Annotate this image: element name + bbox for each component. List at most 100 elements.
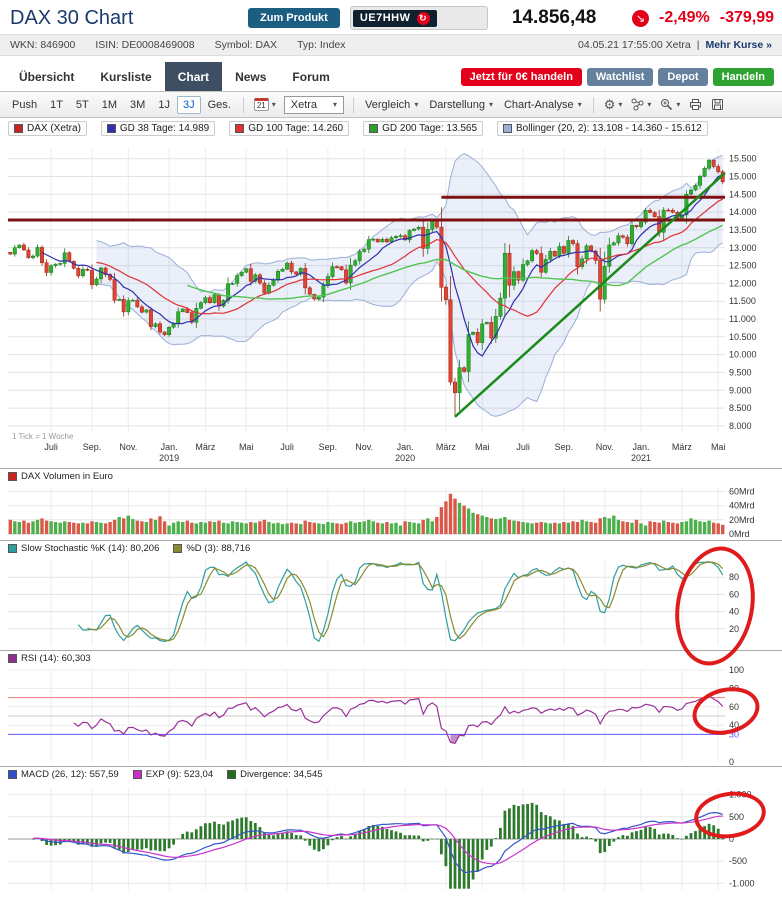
save-button[interactable] <box>707 96 728 113</box>
legend-label: %D (3): 88,716 <box>186 543 251 554</box>
exchange-select[interactable]: Xetra ▾ <box>283 95 345 114</box>
analysis-lines[interactable] <box>8 171 726 418</box>
legend-color-swatch <box>8 544 17 553</box>
legend-item: MACD (26, 12): 557,59 <box>8 769 119 780</box>
y-axis-label: 8.500 <box>729 403 752 413</box>
range-button-Push[interactable]: Push <box>12 98 38 111</box>
legend-color-swatch <box>106 123 116 133</box>
rsi-legend: RSI (14): 60,303 <box>0 650 782 666</box>
save-icon <box>712 99 724 110</box>
range-buttons: Push 1T 5T 1M 3M 1J 3J Ges. <box>6 95 237 114</box>
legend-item: Slow Stochastic %K (14): 80,206 <box>8 543 159 554</box>
divider <box>353 96 355 113</box>
vergleich-menu[interactable]: Vergleich ▾ <box>360 96 423 114</box>
price-chart[interactable]: 8.000 8.500 9.000 9.500 10.000 10.500 11.000 11… <box>0 138 782 468</box>
legend-label: GD 100 Tage: 14.260 <box>248 122 344 134</box>
zum-produkt-button[interactable]: Zum Produkt <box>248 8 340 28</box>
y-axis-label: 20 <box>729 624 739 634</box>
x-axis-month-label: Mai <box>239 442 254 452</box>
legend-label: Bollinger (20, 2): 13.108 - 14.360 - 15.… <box>516 122 702 134</box>
y-axis-label: 0 <box>729 757 734 766</box>
vergleich-label: Vergleich <box>365 98 411 111</box>
isin-value: ISIN: DE0008469008 <box>95 39 195 51</box>
y-axis-label: 11.500 <box>729 296 756 306</box>
y-axis-label: 80 <box>729 572 739 582</box>
legend-label: RSI (14): 60,303 <box>21 653 91 664</box>
tab-kursliste[interactable]: Kursliste <box>100 69 152 84</box>
y-axis-label: 11.000 <box>729 314 756 324</box>
x-axis-month-label: März <box>672 442 692 452</box>
refresh-icon[interactable]: ↻ <box>416 11 430 25</box>
gear-icon: ⚙ <box>603 97 616 112</box>
tab-news[interactable]: News <box>235 69 267 84</box>
legend-item: Bollinger (20, 2): 13.108 - 14.360 - 15.… <box>497 120 708 136</box>
handeln-button[interactable]: Handeln <box>712 67 774 86</box>
x-axis-month-label: Sep. <box>319 442 338 452</box>
calendar-button[interactable]: 21 ▾ <box>250 96 280 113</box>
x-axis-month-label: Mai <box>475 442 490 452</box>
moving-averages <box>41 174 724 357</box>
y-axis-label: 60 <box>729 589 739 599</box>
tab-forum[interactable]: Forum <box>292 69 330 84</box>
change-absolute: -379,99 <box>719 9 774 26</box>
mehr-kurse-link[interactable]: Mehr Kurse » <box>705 39 772 51</box>
y-axis-label: 15.500 <box>729 154 757 164</box>
chart-analyse-label: Chart-Analyse <box>503 98 574 111</box>
volume-chart[interactable]: 60Mrd 40Mrd 20Mrd 0Mrd <box>0 484 782 540</box>
legend-color-swatch <box>173 544 183 553</box>
range-button-1T[interactable]: 1T <box>50 98 63 111</box>
darstellung-menu[interactable]: Darstellung ▾ <box>424 96 498 114</box>
tab-chart[interactable]: Chart <box>164 62 223 91</box>
range-button-3M[interactable]: 3M <box>130 98 146 111</box>
settings-button[interactable]: ⚙ ▾ <box>600 96 627 113</box>
watchlist-button[interactable]: Watchlist <box>586 67 654 86</box>
price-value: 14.856,48 <box>511 7 597 28</box>
range-button-3J[interactable]: 3J <box>176 95 201 114</box>
product-code-box: UE7HHW ↻ <box>349 6 488 30</box>
indicators-icon <box>631 98 644 111</box>
range-button-Ges.[interactable]: Ges. <box>207 98 231 111</box>
legend-item: Divergence: 34,545 <box>227 769 323 780</box>
y-axis-label: 30 <box>729 729 739 739</box>
macd-chart[interactable]: 1.000 500 0 -500 -1.000 <box>0 782 782 892</box>
zoom-button[interactable]: ▾ <box>656 96 684 113</box>
legend-item: GD 38 Tage: 14.989 <box>100 120 216 136</box>
legend-item: RSI (14): 60,303 <box>8 653 91 664</box>
legend-label: MACD (26, 12): 557,59 <box>21 769 119 780</box>
y-axis-label: -1.000 <box>729 878 755 888</box>
depot-button[interactable]: Depot <box>658 67 708 86</box>
y-axis-label: 12.000 <box>729 278 757 288</box>
legend-color-swatch <box>369 123 379 133</box>
separator: | <box>696 39 700 51</box>
x-axis-month-label: Juli <box>44 442 58 452</box>
wkn-value: WKN: 846900 <box>10 39 76 51</box>
legend-label: DAX (Xetra) <box>27 122 81 134</box>
darstellung-label: Darstellung <box>429 98 485 111</box>
volume-bars <box>8 493 725 534</box>
range-button-5T[interactable]: 5T <box>75 98 89 111</box>
legend-label: Slow Stochastic %K (14): 80,206 <box>21 543 160 554</box>
type-value: Typ: Index <box>297 39 346 51</box>
range-button-1J[interactable]: 1J <box>158 98 170 111</box>
quote-timestamp: 04.05.21 17:55:00 Xetra <box>578 39 691 51</box>
zoom-icon <box>661 99 673 111</box>
print-button[interactable] <box>685 96 706 113</box>
stochastic-chart[interactable]: 80 60 40 20 <box>0 556 782 650</box>
tab-uebersicht[interactable]: Übersicht <box>19 69 75 84</box>
chart-analyse-menu[interactable]: Chart-Analyse ▾ <box>499 96 587 114</box>
divider <box>242 96 244 113</box>
legend-label: Divergence: 34,545 <box>240 769 323 780</box>
indicator-button[interactable]: ▾ <box>627 96 655 113</box>
macd-histogram <box>31 802 725 889</box>
range-button-1M[interactable]: 1M <box>101 98 118 111</box>
y-axis-label: 8.000 <box>729 421 752 431</box>
nav-actions: Jetzt für 0€ handeln Watchlist Depot Han… <box>460 62 776 91</box>
y-axis-label: 60 <box>729 702 739 712</box>
trade-free-button[interactable]: Jetzt für 0€ handeln <box>460 67 582 86</box>
chevron-down-icon: ▾ <box>333 100 338 109</box>
x-axis-month-label: Nov. <box>119 442 137 452</box>
chart-toolbar: Push 1T 5T 1M 3M 1J 3J Ges. 21 ▾ Xetra ▾ Vergle… <box>0 92 782 118</box>
y-axis-label: 0Mrd <box>729 529 750 539</box>
